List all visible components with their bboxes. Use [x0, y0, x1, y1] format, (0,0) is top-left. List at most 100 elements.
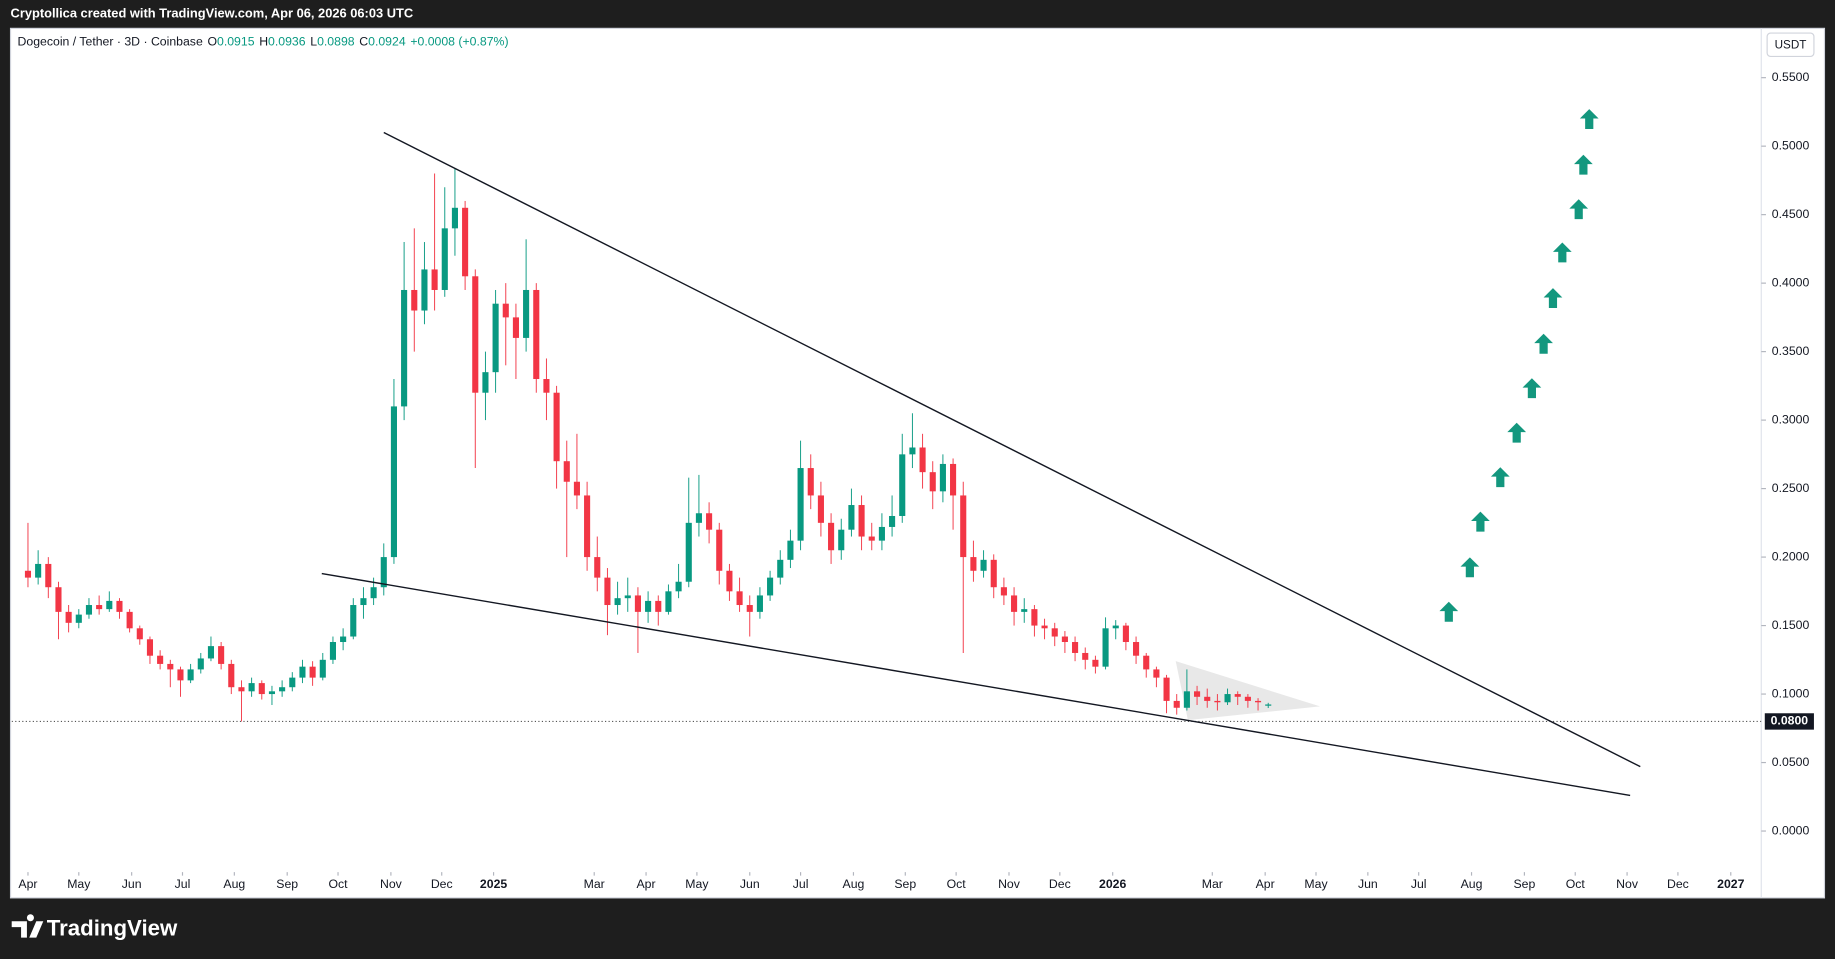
currency[interactable]: USDT	[1775, 38, 1807, 51]
up-arrow	[1569, 199, 1589, 220]
candle-body	[1183, 691, 1190, 708]
y-tick-label: 0.2000	[1772, 549, 1810, 563]
candle-body	[187, 669, 194, 681]
candle-body	[746, 605, 753, 612]
x-tick-label: 2027	[1717, 877, 1744, 891]
currency-box[interactable]	[1766, 32, 1815, 58]
tradingview-logo[interactable]: TradingView	[11, 914, 178, 940]
x-tick-label: Nov	[380, 877, 403, 891]
candle-body	[431, 269, 438, 290]
trendline	[321, 572, 1631, 797]
candle-body	[716, 529, 723, 571]
y-tick-label: 0.4000	[1772, 275, 1810, 289]
candle-body	[685, 522, 692, 582]
x-tick-label: Jun	[740, 877, 760, 891]
x-tick-label: Aug	[223, 877, 245, 891]
up-arrow	[1471, 511, 1490, 532]
candle-body	[248, 683, 255, 692]
candle-body	[329, 642, 336, 660]
candle-body	[706, 513, 713, 530]
candle-body	[604, 577, 611, 606]
up-arrow	[1439, 601, 1459, 622]
candle-body	[1082, 652, 1089, 660]
candle-body	[136, 628, 143, 640]
candle-body	[553, 392, 560, 462]
chart-panel	[9, 27, 1826, 899]
x-tick-label: Jun	[122, 877, 142, 891]
trendline	[383, 131, 1641, 768]
candle-body	[838, 529, 845, 551]
candle-body	[1255, 700, 1262, 703]
candle-body	[533, 289, 540, 380]
candle-body	[1204, 696, 1211, 701]
candle-body	[878, 526, 885, 541]
candle-body	[197, 658, 204, 670]
candle-body	[1143, 655, 1150, 670]
candle-body	[45, 563, 52, 588]
candle-body	[675, 581, 682, 592]
candle-body	[401, 289, 408, 407]
candle-body	[1122, 625, 1129, 643]
x-tick-label: Oct	[328, 877, 348, 891]
candle-body	[492, 303, 499, 373]
candle-body	[807, 468, 814, 496]
candle-body	[543, 379, 550, 393]
candle-body	[990, 559, 997, 588]
ohlc-label: O	[207, 35, 217, 49]
candle-body	[502, 303, 509, 318]
candle-body	[1051, 628, 1058, 637]
candle-body	[726, 570, 733, 592]
candle-body	[157, 655, 164, 664]
candle-body	[1244, 696, 1251, 701]
ohlc-value: 0.0915	[217, 35, 255, 49]
ohlc-value: 0.0936	[268, 35, 306, 49]
candle-body	[756, 595, 763, 612]
candle-body	[238, 687, 245, 692]
candle-body	[624, 595, 631, 599]
candle-body	[1265, 704, 1272, 706]
candle-body	[65, 611, 72, 623]
x-tick-label: Oct	[947, 877, 967, 891]
candle-body	[970, 557, 977, 571]
candle-body	[980, 559, 987, 571]
candle-body	[146, 639, 154, 656]
candle-body	[116, 600, 123, 612]
candle-body	[919, 447, 926, 473]
candle-body	[451, 207, 458, 229]
candle-body	[1092, 659, 1099, 667]
candle-body	[523, 289, 530, 338]
y-tick-label: 0.3500	[1772, 344, 1810, 358]
candle-body	[1112, 625, 1119, 629]
ohlc-value: 0.0924	[368, 35, 406, 49]
candle-body	[634, 595, 641, 612]
candle-body	[126, 611, 133, 629]
y-tick-label: 0.0500	[1772, 755, 1810, 769]
x-tick-label: Nov	[998, 877, 1021, 891]
ohlc-label: C	[359, 35, 368, 49]
x-tick-label: May	[67, 877, 91, 891]
brand: TradingView	[47, 915, 178, 940]
candle-body	[1000, 587, 1007, 596]
x-tick-label: Oct	[1566, 877, 1586, 891]
candle-body	[177, 669, 184, 681]
y-tick-label: 0.1000	[1772, 686, 1810, 700]
candle-body	[340, 636, 347, 643]
candle-body	[1133, 642, 1140, 656]
up-arrow	[1522, 378, 1542, 399]
up-arrow	[1460, 557, 1480, 578]
candle-body	[1031, 609, 1038, 626]
x-tick-label: Mar	[584, 877, 605, 891]
x-tick-label: Dec	[431, 877, 453, 891]
candle-body	[1102, 628, 1109, 667]
x-tick-label: Sep	[894, 877, 916, 891]
x-tick-label: 2026	[1099, 877, 1126, 891]
y-tick-label: 0.4500	[1772, 207, 1810, 221]
price-line-tag	[1764, 713, 1814, 730]
change: +0.0008 (+0.87%)	[410, 35, 508, 49]
candle-body	[889, 515, 896, 527]
candle-body	[777, 559, 784, 578]
x-tick-label: Apr	[18, 877, 37, 891]
candle-body	[899, 454, 906, 516]
x-tick-label: Apr	[1256, 877, 1275, 891]
